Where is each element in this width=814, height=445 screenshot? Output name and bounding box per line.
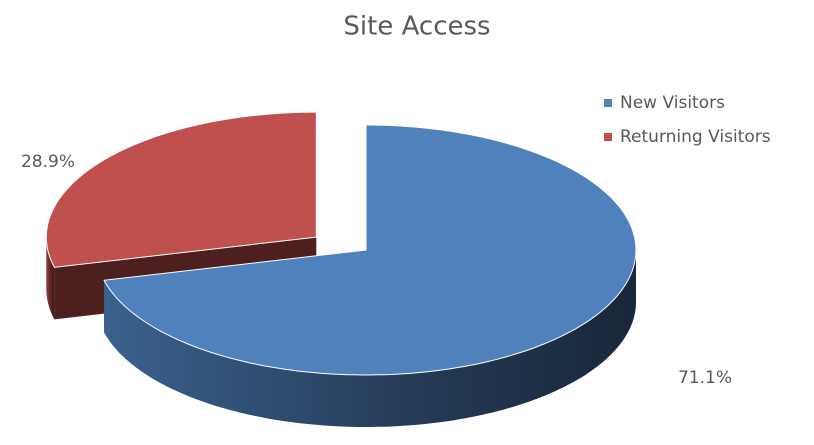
chart-title: Site Access [343,12,490,42]
data-label: 28.9% [21,152,75,172]
slice-side [46,237,55,320]
slice-side [104,250,637,427]
slice-top [103,124,637,376]
legend-label: New Visitors [620,93,725,113]
pie-slice [103,124,637,427]
legend-label: Returning Visitors [620,127,771,147]
slice-top [45,111,317,268]
data-label: 71.1% [678,368,732,388]
legend-marker [604,133,612,141]
legend-marker [604,99,612,107]
